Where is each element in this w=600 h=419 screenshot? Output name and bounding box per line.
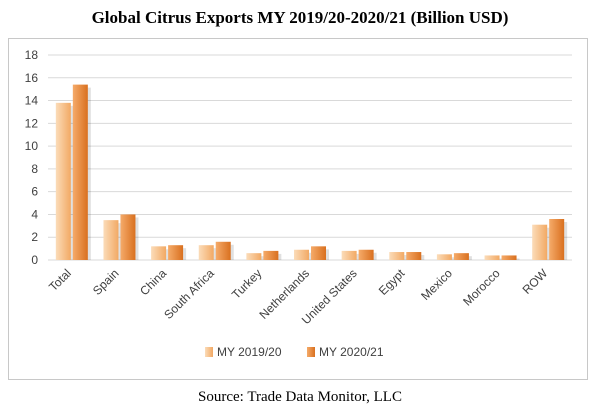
y-tick-label: 16 bbox=[25, 71, 39, 85]
bar-fill bbox=[549, 219, 565, 260]
chart-frame bbox=[8, 38, 588, 380]
bar-fill bbox=[151, 246, 167, 260]
bar bbox=[215, 241, 234, 260]
bar bbox=[246, 253, 265, 260]
legend-label: MY 2020/21 bbox=[319, 345, 384, 359]
y-tick-label: 6 bbox=[31, 185, 38, 199]
bar bbox=[120, 214, 139, 260]
y-tick-label: 4 bbox=[31, 207, 38, 221]
bar bbox=[341, 250, 360, 260]
x-tick-label: Total bbox=[46, 266, 74, 294]
bar-fill bbox=[294, 249, 309, 260]
bar bbox=[406, 252, 425, 260]
bar-fill bbox=[341, 250, 357, 260]
bar-fill bbox=[246, 253, 262, 260]
x-tick-label: Egypt bbox=[376, 266, 408, 298]
bar bbox=[358, 249, 377, 260]
bar bbox=[311, 246, 329, 260]
y-axis-ticks: 0 2 4 6 8 10 12 14 16 18 bbox=[25, 48, 39, 267]
bar-fill bbox=[198, 245, 214, 260]
x-tick-label: China bbox=[137, 266, 169, 298]
y-tick-label: 12 bbox=[25, 116, 39, 130]
bar-fill bbox=[72, 84, 88, 260]
x-tick-label: South Africa bbox=[161, 266, 217, 322]
legend-item: MY 2020/21 bbox=[307, 345, 384, 359]
chart-title: Global Citrus Exports MY 2019/20-2020/21… bbox=[91, 8, 509, 27]
bar-fill bbox=[501, 255, 517, 260]
bar-fill bbox=[389, 252, 405, 260]
bar-fill bbox=[532, 224, 548, 260]
bar bbox=[198, 245, 217, 260]
bar bbox=[294, 249, 312, 260]
bar bbox=[501, 255, 520, 260]
bar-fill bbox=[406, 252, 422, 260]
bar-fill bbox=[215, 241, 231, 260]
bar-fill bbox=[103, 220, 119, 260]
bar bbox=[55, 102, 74, 260]
bar bbox=[263, 250, 282, 260]
bar bbox=[484, 255, 503, 260]
bar-fill bbox=[168, 245, 184, 260]
y-tick-label: 0 bbox=[31, 253, 38, 267]
bar-fill bbox=[120, 214, 136, 260]
x-tick-label: Morocco bbox=[460, 266, 503, 309]
legend-item: MY 2019/20 bbox=[205, 345, 282, 359]
bar bbox=[103, 220, 122, 260]
bar bbox=[532, 224, 551, 260]
y-tick-label: 18 bbox=[25, 48, 39, 62]
y-tick-label: 14 bbox=[25, 94, 39, 108]
x-tick-label: Mexico bbox=[418, 266, 455, 303]
legend-label: MY 2019/20 bbox=[217, 345, 282, 359]
x-tick-label: Spain bbox=[90, 266, 122, 298]
bar bbox=[168, 245, 187, 260]
bar-fill bbox=[484, 255, 500, 260]
legend: MY 2019/20 MY 2020/21 bbox=[205, 345, 384, 359]
legend-swatch bbox=[205, 347, 213, 357]
bar bbox=[549, 219, 568, 260]
y-tick-label: 10 bbox=[25, 139, 39, 153]
bar bbox=[453, 253, 472, 260]
bar-fill bbox=[263, 250, 279, 260]
bar-fill bbox=[311, 246, 326, 260]
bar-fill bbox=[358, 249, 374, 260]
bar bbox=[436, 254, 455, 260]
legend-swatch bbox=[307, 347, 315, 357]
x-tick-label: Turkey bbox=[229, 266, 265, 302]
y-tick-label: 8 bbox=[31, 162, 38, 176]
bar bbox=[151, 246, 170, 260]
bar-fill bbox=[55, 102, 71, 260]
source-note: Source: Trade Data Monitor, LLC bbox=[198, 389, 402, 405]
bars bbox=[55, 84, 568, 260]
x-tick-label: ROW bbox=[520, 266, 551, 297]
bar-fill bbox=[436, 254, 452, 260]
bar bbox=[72, 84, 91, 260]
bar bbox=[389, 252, 408, 260]
bar-fill bbox=[453, 253, 469, 260]
y-tick-label: 2 bbox=[31, 230, 38, 244]
